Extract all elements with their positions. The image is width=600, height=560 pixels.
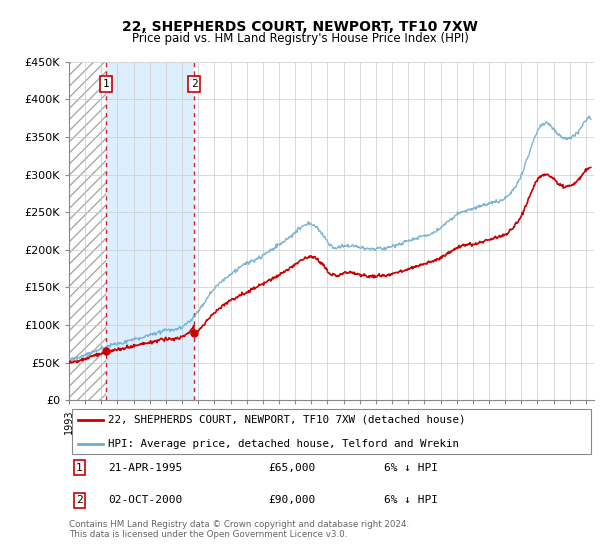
Text: 2: 2 xyxy=(76,495,83,505)
Text: Price paid vs. HM Land Registry's House Price Index (HPI): Price paid vs. HM Land Registry's House … xyxy=(131,32,469,45)
Bar xyxy=(106,62,194,400)
Text: 02-OCT-2000: 02-OCT-2000 xyxy=(109,495,182,505)
Text: 21-APR-1995: 21-APR-1995 xyxy=(109,463,182,473)
FancyBboxPatch shape xyxy=(71,409,592,454)
Text: HPI: Average price, detached house, Telford and Wrekin: HPI: Average price, detached house, Telf… xyxy=(109,438,460,449)
Text: £90,000: £90,000 xyxy=(269,495,316,505)
Text: £65,000: £65,000 xyxy=(269,463,316,473)
Text: 6% ↓ HPI: 6% ↓ HPI xyxy=(384,495,438,505)
Text: Contains HM Land Registry data © Crown copyright and database right 2024.
This d: Contains HM Land Registry data © Crown c… xyxy=(69,520,409,539)
Text: 22, SHEPHERDS COURT, NEWPORT, TF10 7XW: 22, SHEPHERDS COURT, NEWPORT, TF10 7XW xyxy=(122,20,478,34)
Text: 1: 1 xyxy=(103,79,110,89)
Bar xyxy=(69,62,106,400)
Text: 2: 2 xyxy=(191,79,197,89)
Text: 22, SHEPHERDS COURT, NEWPORT, TF10 7XW (detached house): 22, SHEPHERDS COURT, NEWPORT, TF10 7XW (… xyxy=(109,415,466,425)
Text: 1: 1 xyxy=(76,463,83,473)
Text: 6% ↓ HPI: 6% ↓ HPI xyxy=(384,463,438,473)
